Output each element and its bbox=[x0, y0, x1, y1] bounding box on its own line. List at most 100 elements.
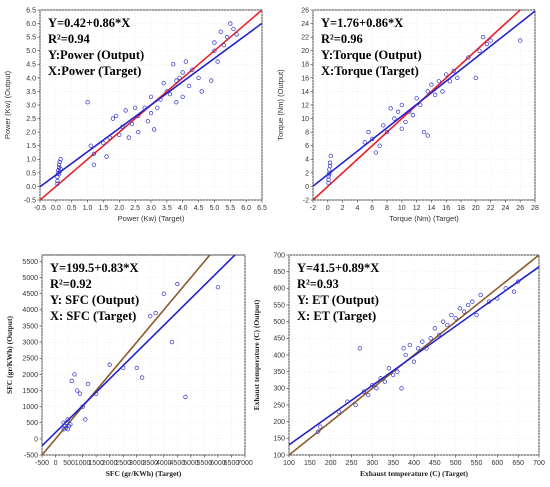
data-point bbox=[378, 376, 383, 381]
data-point bbox=[357, 346, 362, 351]
data-point bbox=[107, 362, 112, 367]
data-point bbox=[377, 143, 382, 148]
fit-line bbox=[313, 10, 535, 187]
y-tick-label: 500 bbox=[26, 420, 38, 427]
data-point bbox=[183, 59, 189, 64]
data-point bbox=[421, 129, 427, 135]
data-point bbox=[136, 113, 141, 119]
data-point bbox=[231, 26, 236, 32]
y-tick-label: 650 bbox=[273, 269, 285, 276]
data-point bbox=[432, 326, 437, 331]
data-point bbox=[361, 389, 367, 394]
y-tick-label: 0.0 bbox=[26, 184, 36, 191]
data-point bbox=[104, 154, 109, 159]
data-point bbox=[370, 382, 375, 388]
data-point bbox=[175, 281, 180, 287]
data-point bbox=[370, 136, 375, 142]
x-tick-label: 150 bbox=[304, 460, 316, 467]
annotation-line: Y=199.5+0.83*X bbox=[50, 261, 139, 275]
x-tick-label: 6 bbox=[370, 205, 374, 212]
x-tick-label: 5000 bbox=[183, 460, 199, 467]
data-point bbox=[395, 109, 401, 114]
data-point bbox=[161, 291, 166, 296]
data-point bbox=[224, 34, 230, 40]
x-tick-label: 16 bbox=[442, 205, 450, 212]
x-tick-label: 8 bbox=[385, 205, 389, 212]
x-tick-label: 2.0 bbox=[114, 205, 124, 212]
data-point bbox=[461, 309, 467, 314]
y-tick-label: 350 bbox=[273, 369, 285, 376]
y-tick-label: 1.0 bbox=[26, 157, 36, 164]
x-tick-label: 700 bbox=[533, 460, 545, 467]
y-tick-label: 600 bbox=[273, 286, 285, 293]
y-tick-label: 150 bbox=[273, 436, 285, 443]
y-axis-label: Exhaust temperature (C) (Output) bbox=[252, 299, 261, 410]
data-point bbox=[416, 346, 421, 351]
plot-frame bbox=[41, 254, 246, 456]
data-point bbox=[88, 143, 93, 148]
data-point bbox=[441, 319, 446, 324]
annotation-line: R²=0.94 bbox=[48, 32, 91, 46]
x-tick-label: 300 bbox=[366, 460, 378, 467]
x-tick-label: -2 bbox=[310, 205, 316, 212]
y-tick-label: 2500 bbox=[22, 356, 38, 363]
y-tick-label: -2 bbox=[303, 197, 309, 204]
data-point bbox=[407, 342, 412, 348]
annotation-line: Y:Power (Output) bbox=[48, 48, 144, 62]
data-point bbox=[345, 399, 350, 404]
x-tick-label: 20 bbox=[472, 205, 480, 212]
data-point bbox=[445, 322, 450, 328]
data-point bbox=[72, 372, 77, 377]
x-tick-label: 0 bbox=[326, 205, 330, 212]
x-tick-label: 500 bbox=[63, 460, 75, 467]
x-tick-label: 4.0 bbox=[178, 205, 188, 212]
data-point bbox=[466, 302, 471, 308]
x-tick-label: 26 bbox=[516, 205, 524, 212]
data-point bbox=[148, 314, 153, 319]
data-point bbox=[373, 150, 379, 155]
data-point bbox=[328, 153, 333, 159]
x-axis-label: Torque (Nm) (Target) bbox=[389, 214, 459, 223]
x-tick-label: 2500 bbox=[115, 460, 131, 467]
y-tick-label: 2.0 bbox=[26, 130, 36, 137]
data-point bbox=[234, 32, 239, 37]
y-tick-label: 2 bbox=[305, 170, 309, 177]
x-tick-label: 6.5 bbox=[257, 205, 267, 212]
data-point bbox=[470, 299, 475, 304]
data-point bbox=[407, 109, 412, 114]
data-point bbox=[148, 94, 154, 100]
x-tick-label: -500 bbox=[35, 460, 49, 467]
data-point bbox=[57, 169, 62, 174]
fit-line bbox=[42, 255, 237, 447]
data-point bbox=[366, 392, 371, 398]
data-point bbox=[382, 379, 387, 384]
x-tick-label: 3000 bbox=[129, 460, 145, 467]
data-point bbox=[518, 38, 523, 43]
data-point bbox=[148, 110, 154, 116]
data-point bbox=[221, 43, 227, 48]
data-point bbox=[101, 140, 106, 146]
y-tick-label: 6.5 bbox=[26, 7, 36, 14]
plot-area bbox=[313, 10, 535, 200]
data-point bbox=[327, 160, 333, 165]
data-point bbox=[85, 100, 90, 105]
y-axis-label: SFC (gr/KWh) (Output) bbox=[5, 316, 14, 394]
data-point bbox=[424, 346, 429, 351]
data-point bbox=[429, 82, 434, 87]
data-point bbox=[327, 172, 332, 177]
panel-sfc: -500 0 500 10001500200025003000350040004500… bbox=[5, 254, 253, 478]
data-point bbox=[384, 129, 390, 135]
x-tick-label: 0.0 bbox=[51, 205, 61, 212]
data-point bbox=[477, 48, 482, 53]
y-tick-label: 5.5 bbox=[26, 35, 36, 42]
data-point bbox=[336, 409, 342, 414]
data-point bbox=[440, 89, 445, 94]
data-point bbox=[488, 38, 493, 43]
data-point bbox=[91, 162, 97, 167]
data-point bbox=[381, 123, 386, 128]
data-point bbox=[432, 92, 438, 97]
data-point bbox=[215, 59, 220, 64]
data-point bbox=[171, 62, 176, 67]
y-tick-label: 300 bbox=[273, 386, 285, 393]
